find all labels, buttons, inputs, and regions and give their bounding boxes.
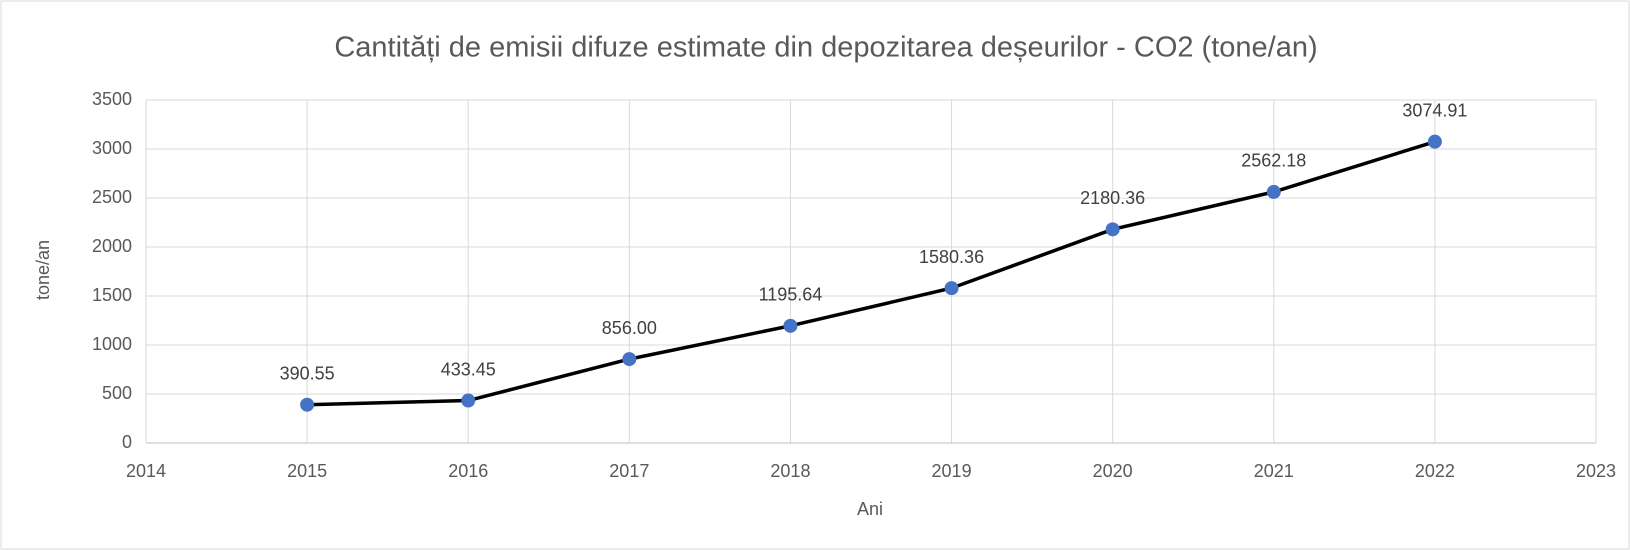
y-tick-label: 0 [122, 432, 132, 452]
chart-title: Cantități de emisii difuze estimate din … [334, 32, 1317, 64]
x-tick-label: 2022 [1415, 461, 1455, 481]
data-label: 1195.64 [759, 285, 823, 305]
y-tick-label: 2500 [92, 187, 132, 207]
x-tick-label: 2021 [1254, 461, 1294, 481]
data-label: 1580.36 [919, 247, 984, 267]
data-label: 3074.91 [1402, 100, 1467, 120]
marker [622, 352, 637, 367]
y-tick-label: 3000 [92, 138, 132, 158]
data-label: 433.45 [441, 359, 496, 379]
y-tick-label: 3500 [92, 89, 132, 109]
marker [1105, 222, 1120, 237]
y-tick-label: 500 [102, 383, 132, 403]
data-label: 2562.18 [1241, 151, 1306, 171]
y-tick-label: 2000 [92, 236, 132, 256]
y-axis-label: tone/an [33, 240, 53, 300]
marker [300, 397, 315, 412]
x-axis-label: Ani [857, 499, 883, 519]
marker [1427, 134, 1442, 149]
x-tick-label: 2017 [609, 461, 649, 481]
x-tick-label: 2023 [1576, 461, 1616, 481]
y-tick-label: 1000 [92, 334, 132, 354]
x-tick-label: 2014 [126, 461, 166, 481]
marker [944, 281, 959, 296]
data-label: 856.00 [602, 318, 657, 338]
x-tick-label: 2020 [1093, 461, 1133, 481]
x-tick-label: 2016 [448, 461, 488, 481]
marker [783, 318, 798, 333]
y-tick-label: 1500 [92, 285, 132, 305]
data-label: 2180.36 [1080, 188, 1145, 208]
x-tick-label: 2015 [287, 461, 327, 481]
marker [461, 393, 476, 408]
data-label: 390.55 [280, 363, 335, 383]
x-tick-label: 2019 [932, 461, 972, 481]
x-tick-label: 2018 [770, 461, 810, 481]
line [307, 139, 1436, 407]
marker [1266, 184, 1281, 199]
